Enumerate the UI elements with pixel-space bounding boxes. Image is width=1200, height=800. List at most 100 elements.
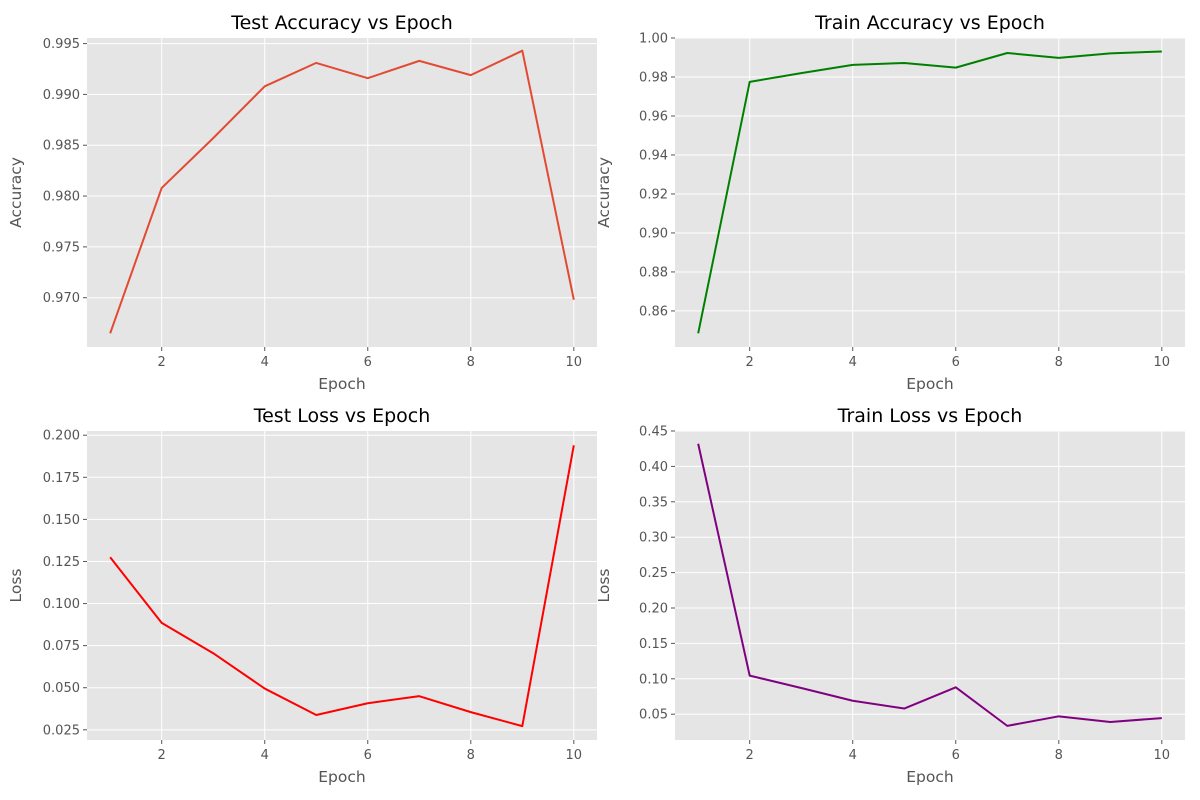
test-accuracy-data-point (521, 50, 523, 52)
train-loss-data-point (1161, 717, 1163, 719)
chart-title: Train Loss vs Epoch (837, 405, 1023, 427)
x-tick-label: 10 (566, 355, 583, 370)
y-tick-label: 0.980 (43, 190, 80, 205)
x-tick-label: 2 (746, 355, 754, 370)
test-accuracy-series-line (109, 49, 575, 334)
y-tick-label: 0.125 (43, 555, 80, 570)
x-tick-label: 8 (1055, 748, 1063, 763)
y-tick-label: 0.10 (639, 672, 668, 687)
test-accuracy-data-point (418, 60, 420, 62)
plot-area (675, 38, 1185, 347)
train-loss-data-point (749, 675, 751, 677)
y-tick-label: 0.40 (639, 460, 668, 475)
y-axis-label: Loss (7, 569, 25, 603)
x-tick-label: 10 (566, 748, 583, 763)
y-tick-label: 0.35 (639, 495, 668, 510)
x-axis-label: Epoch (318, 375, 365, 393)
x-tick-label: 6 (952, 355, 960, 370)
y-tick-label: 0.86 (639, 304, 668, 319)
plot-area (87, 38, 597, 347)
y-tick-label: 0.92 (639, 187, 668, 202)
train-accuracy-data-point (697, 332, 699, 334)
y-tick-label: 0.075 (43, 639, 80, 654)
train-accuracy-chart: 0.86 0.88 0.90 0.92 0.94 0.96 0.98 1.00 2 4 6 8 10 Tr… (595, 12, 1185, 393)
y-tick-label: 0.98 (639, 70, 668, 85)
x-tick-label: 4 (849, 748, 857, 763)
test-loss-data-point (161, 622, 163, 624)
train-accuracy-series-line (697, 50, 1162, 334)
test-accuracy-data-point (367, 77, 369, 79)
train-loss-chart: 0.05 0.10 0.15 0.20 0.25 0.30 0.35 0.40 0.45 2 4 6 8… (595, 405, 1185, 786)
test-loss-data-point (109, 556, 111, 558)
test-accuracy-data-point (212, 137, 214, 139)
chart-title: Train Accuracy vs Epoch (814, 12, 1045, 34)
train-loss-data-point (1109, 721, 1111, 723)
x-tick-label: 6 (364, 748, 372, 763)
x-tick-label: 10 (1154, 748, 1171, 763)
x-axis-label: Epoch (906, 375, 953, 393)
x-tick-label: 4 (261, 355, 269, 370)
x-tick-label: 10 (1154, 355, 1171, 370)
y-tick-label: 0.200 (43, 429, 80, 444)
test-accuracy-data-point (315, 62, 317, 64)
x-tick-label: 4 (849, 355, 857, 370)
x-tick-label: 4 (261, 748, 269, 763)
test-loss-data-point (315, 714, 317, 716)
train-loss-series-line (697, 443, 1162, 727)
y-tick-label: 0.15 (639, 637, 668, 652)
train-accuracy-data-point (903, 62, 905, 64)
y-tick-label: 0.94 (639, 148, 668, 163)
x-axis-label: Epoch (318, 768, 365, 786)
y-tick-label: 0.985 (43, 139, 80, 154)
y-tick-label: 0.050 (43, 681, 80, 696)
y-tick-label: 0.05 (639, 708, 668, 723)
train-loss-data-point (800, 687, 802, 689)
train-loss-data-point (852, 700, 854, 702)
y-tick-label: 0.995 (43, 37, 80, 52)
test-loss-data-point (264, 688, 266, 690)
train-loss-data-point (697, 443, 699, 445)
y-tick-label: 0.025 (43, 723, 80, 738)
y-axis-label: Loss (595, 569, 613, 603)
y-tick-label: 0.150 (43, 513, 80, 528)
chart-title: Test Accuracy vs Epoch (230, 12, 453, 34)
test-loss-data-point (521, 725, 523, 727)
plot-area (87, 431, 597, 740)
train-accuracy-data-point (749, 81, 751, 83)
test-loss-data-point (367, 702, 369, 704)
x-tick-label: 2 (158, 355, 166, 370)
test-accuracy-data-point (161, 187, 163, 189)
x-tick-label: 6 (952, 748, 960, 763)
test-accuracy-data-point (264, 85, 266, 87)
train-loss-data-point (1006, 725, 1008, 727)
y-tick-label: 0.90 (639, 226, 668, 241)
test-loss-series-line (109, 445, 575, 728)
train-accuracy-data-point (955, 67, 957, 69)
y-tick-label: 0.25 (639, 566, 668, 581)
train-loss-data-point (903, 708, 905, 710)
y-tick-label: 0.100 (43, 597, 80, 612)
train-loss-data-point (1058, 715, 1060, 717)
test-loss-data-point (470, 711, 472, 713)
plot-area (675, 431, 1185, 740)
y-tick-label: 0.30 (639, 531, 668, 546)
train-accuracy-data-point (800, 72, 802, 74)
y-tick-label: 0.175 (43, 471, 80, 486)
x-tick-label: 2 (746, 748, 754, 763)
chart-title: Test Loss vs Epoch (253, 405, 431, 427)
y-tick-label: 0.96 (639, 109, 668, 124)
x-tick-label: 8 (1055, 355, 1063, 370)
y-tick-label: 0.20 (639, 601, 668, 616)
test-loss-data-point (212, 652, 214, 654)
test-loss-chart: 0.025 0.050 0.075 0.100 0.125 0.150 0.175 0.200… (7, 405, 597, 786)
test-accuracy-chart: 0.970 0.975 0.980 0.985 0.990 0.995 2 4 6 8 10 Test… (7, 12, 597, 393)
y-axis-label: Accuracy (595, 157, 613, 228)
y-tick-label: 0.990 (43, 88, 80, 103)
y-tick-label: 0.88 (639, 265, 668, 280)
train-accuracy-data-point (1161, 50, 1163, 52)
x-axis-label: Epoch (906, 768, 953, 786)
train-loss-data-point (955, 686, 957, 688)
train-accuracy-data-point (1109, 52, 1111, 54)
test-accuracy-data-point (109, 332, 111, 334)
